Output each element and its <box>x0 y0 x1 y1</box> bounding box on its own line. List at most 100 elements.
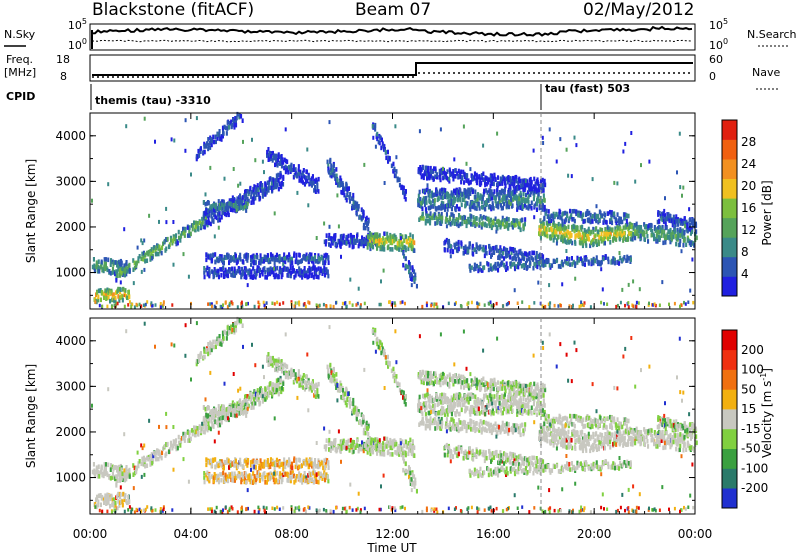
power-cell <box>308 253 311 259</box>
power-cell <box>655 227 658 232</box>
velocity-cell <box>195 361 198 367</box>
power-cell <box>490 254 493 259</box>
power-cell <box>442 201 445 206</box>
power-cell <box>262 300 265 305</box>
power-cell <box>341 301 344 306</box>
power-cell <box>658 303 661 307</box>
power-cell <box>571 227 574 232</box>
power-cell <box>609 231 612 236</box>
power-cell <box>499 224 502 230</box>
power-cell <box>213 267 216 272</box>
velocity-cell <box>274 383 277 388</box>
power-cell <box>561 238 564 244</box>
power-cell <box>539 235 542 241</box>
velocity-cell <box>106 492 109 498</box>
power-cell <box>518 221 521 227</box>
power-cell <box>561 222 564 227</box>
power-cell <box>254 186 257 192</box>
power-cell <box>351 303 354 307</box>
power-cell <box>304 273 307 279</box>
velocity-cell <box>201 424 204 430</box>
velocity-cell <box>288 459 291 465</box>
power-cell <box>355 211 358 217</box>
velocity-cell <box>243 398 246 403</box>
power-cell <box>403 254 406 259</box>
power-cell <box>475 174 478 179</box>
velocity-cell <box>295 474 298 479</box>
power-cell <box>535 254 538 260</box>
power-cell <box>567 240 570 245</box>
power-cell <box>462 124 465 129</box>
power-cell <box>425 213 428 218</box>
velocity-cell <box>284 460 287 466</box>
power-cell <box>369 242 372 248</box>
velocity-cell <box>207 347 210 353</box>
velocity-cell <box>252 397 255 402</box>
power-cell <box>607 256 610 262</box>
power-cell <box>463 195 466 200</box>
power-cell <box>244 253 247 258</box>
velocity-cell <box>231 327 234 333</box>
power-cell <box>493 172 496 178</box>
power-cell <box>513 253 516 258</box>
power-cell <box>118 298 121 303</box>
power-cell <box>492 303 495 308</box>
power-cell <box>428 193 431 199</box>
velocity-cell <box>263 459 266 465</box>
power-cell <box>559 210 562 215</box>
power-cell <box>509 264 512 269</box>
power-cell <box>261 159 264 164</box>
power-cell <box>495 265 498 271</box>
power-cell <box>537 191 540 197</box>
power-cell <box>631 303 634 307</box>
power-cell <box>291 167 294 173</box>
power-cell <box>302 272 305 278</box>
power-cell <box>468 263 471 269</box>
power-cell <box>151 304 154 308</box>
power-cell <box>421 206 424 211</box>
power-cell <box>271 257 274 262</box>
power-cells <box>91 111 698 309</box>
velocity-cell <box>100 496 103 501</box>
power-cell <box>588 217 591 223</box>
power-cell <box>619 216 622 222</box>
power-cell <box>433 304 436 308</box>
velocity-cell <box>299 478 302 483</box>
power-cell <box>541 135 544 140</box>
power-cell <box>281 272 284 278</box>
velocity-cell <box>234 325 237 330</box>
power-cell <box>316 183 319 188</box>
power-cell <box>182 231 185 236</box>
power-cell <box>266 272 269 277</box>
power-cell <box>492 206 495 211</box>
power-cell <box>291 256 294 262</box>
power-cell <box>308 270 311 275</box>
power-cell <box>274 257 277 262</box>
velocity-cell <box>119 473 122 478</box>
power-cell <box>387 159 390 164</box>
power-cell <box>581 224 584 230</box>
power-cell <box>240 200 243 206</box>
power-cell <box>564 259 567 264</box>
power-cell <box>206 213 209 218</box>
velocity-cell <box>324 477 327 483</box>
power-cell <box>273 302 276 306</box>
power-cell <box>253 304 256 309</box>
power-cell <box>270 180 273 186</box>
power-cell <box>532 257 535 262</box>
power-cell <box>460 241 463 247</box>
velocity-cell <box>240 405 243 411</box>
power-cell <box>300 258 303 264</box>
power-cell <box>380 237 383 243</box>
power-cell <box>510 247 513 252</box>
power-cell <box>465 223 468 229</box>
power-cell <box>232 270 235 276</box>
power-cell <box>315 274 318 279</box>
power-cell <box>425 165 428 171</box>
power-cell <box>627 305 630 309</box>
velocity-cell <box>266 472 269 478</box>
power-cell <box>328 236 331 241</box>
velocity-cell <box>307 473 310 478</box>
velocity-cell <box>252 458 255 464</box>
velocity-cell <box>152 453 155 459</box>
